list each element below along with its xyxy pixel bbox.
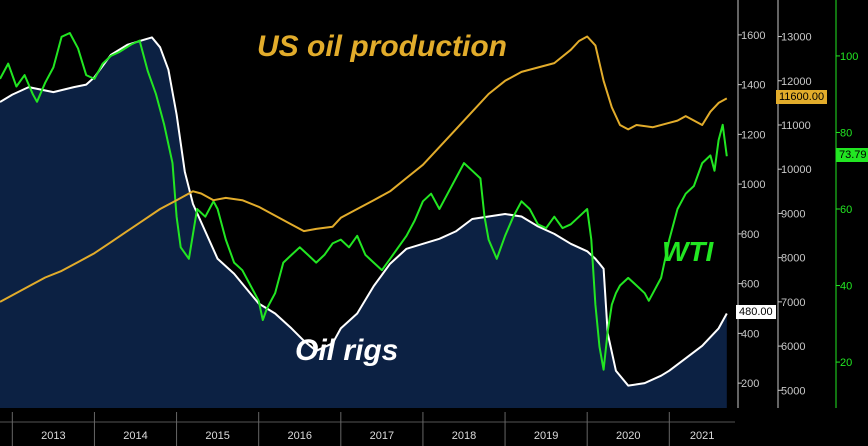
wti-tick-label: 100 — [840, 51, 858, 63]
production-tick-label: 12000 — [781, 76, 812, 88]
series-layer — [0, 32, 728, 387]
rigs-tick-label: 1200 — [741, 129, 765, 141]
production-tick-label: 9000 — [781, 208, 805, 220]
us-oil-production-last-value-badge: 11600.00 — [776, 90, 828, 105]
production-tick-label: 10000 — [781, 164, 812, 176]
x-tick-label: 2014 — [123, 430, 147, 442]
y-axes: 200 400 600 800 1000 1200 1400 1600 5000 6000 7000… — [737, 0, 858, 408]
wti-tick-label: 60 — [840, 204, 852, 216]
x-tick-label: 2020 — [616, 430, 640, 442]
rigs-tick-label: 200 — [741, 378, 759, 390]
rigs-tick-label: 400 — [741, 328, 759, 340]
oil-rigs-label: Oil rigs — [295, 334, 399, 367]
us-oil-production-line — [0, 35, 728, 303]
us-oil-production-label: US oil production — [257, 30, 507, 63]
wti-label: WTI — [662, 236, 714, 267]
oil-rigs-area — [0, 37, 727, 409]
production-tick-label: 5000 — [781, 385, 805, 397]
x-tick-label: 2013 — [41, 430, 65, 442]
wti-last-value-badge: 73.79 — [836, 148, 868, 163]
wti-tick-label: 80 — [840, 127, 852, 139]
x-tick-label: 2019 — [534, 430, 558, 442]
x-axis: 2013 2014 2015 2016 2017 2018 2019 2020 2021 — [0, 412, 735, 446]
x-tick-label: 2018 — [452, 430, 476, 442]
production-tick-label: 8000 — [781, 253, 805, 265]
oil-rigs-last-value-badge: 480.00 — [736, 305, 776, 320]
rigs-tick-label: 1600 — [741, 30, 765, 42]
x-tick-label: 2021 — [690, 430, 714, 442]
rigs-tick-label: 1000 — [741, 179, 765, 191]
production-tick-label: 7000 — [781, 297, 805, 309]
wti-line — [0, 32, 728, 371]
production-tick-label: 13000 — [781, 32, 812, 44]
production-tick-label: 11000 — [781, 120, 811, 132]
rigs-area-layer — [0, 37, 727, 409]
oil-rigs-line — [0, 36, 728, 387]
wti-tick-label: 40 — [840, 281, 852, 293]
x-tick-label: 2015 — [205, 430, 229, 442]
rigs-tick-label: 600 — [741, 279, 759, 291]
rigs-tick-label: 800 — [741, 229, 759, 241]
wti-tick-label: 20 — [840, 357, 852, 369]
x-tick-label: 2017 — [370, 430, 394, 442]
rigs-tick-label: 1400 — [741, 80, 765, 92]
x-tick-label: 2016 — [288, 430, 312, 442]
production-tick-label: 6000 — [781, 341, 805, 353]
